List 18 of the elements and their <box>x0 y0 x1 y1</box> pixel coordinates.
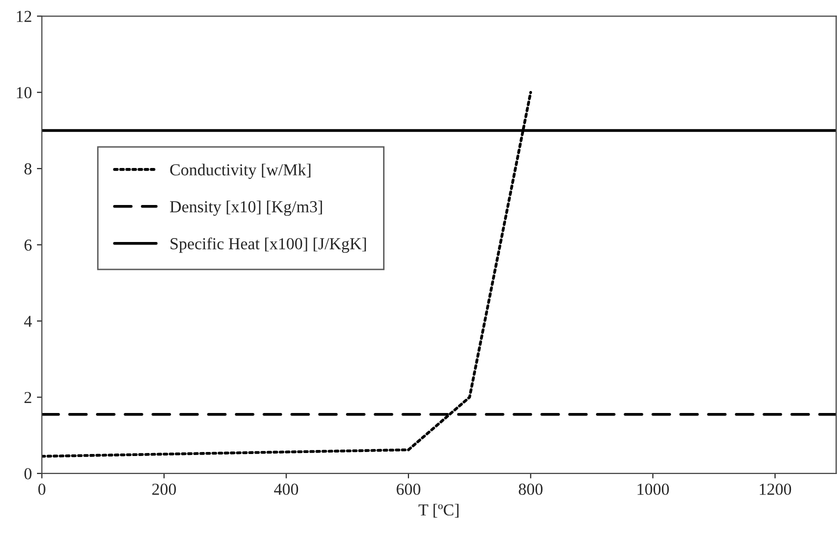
legend-label: Conductivity [w/Mk] <box>170 164 310 179</box>
x-tick-label: 1000 <box>638 484 669 495</box>
y-tick-label: 6 <box>24 240 32 251</box>
y-tick-label: 2 <box>24 392 32 404</box>
x-axis-title: T [ºC] <box>418 504 458 518</box>
y-tick-label: 12 <box>16 10 32 22</box>
x-tick-label: 800 <box>518 484 543 495</box>
y-tick-label: 10 <box>16 87 32 98</box>
y-tick-label: 0 <box>24 468 32 480</box>
legend-label: Specific Heat [x100] [J/KgK] <box>170 237 366 253</box>
x-tick-label: 400 <box>274 484 298 495</box>
y-tick-label: 8 <box>24 163 32 175</box>
x-tick-label: 600 <box>396 484 420 495</box>
y-tick-label: 4 <box>24 316 32 327</box>
x-tick-label: 0 <box>38 484 46 495</box>
x-tick-label: 1200 <box>760 484 792 495</box>
legend-label: Density [x10] [Kg/m3] <box>170 200 322 216</box>
x-tick-label: 200 <box>152 484 176 495</box>
